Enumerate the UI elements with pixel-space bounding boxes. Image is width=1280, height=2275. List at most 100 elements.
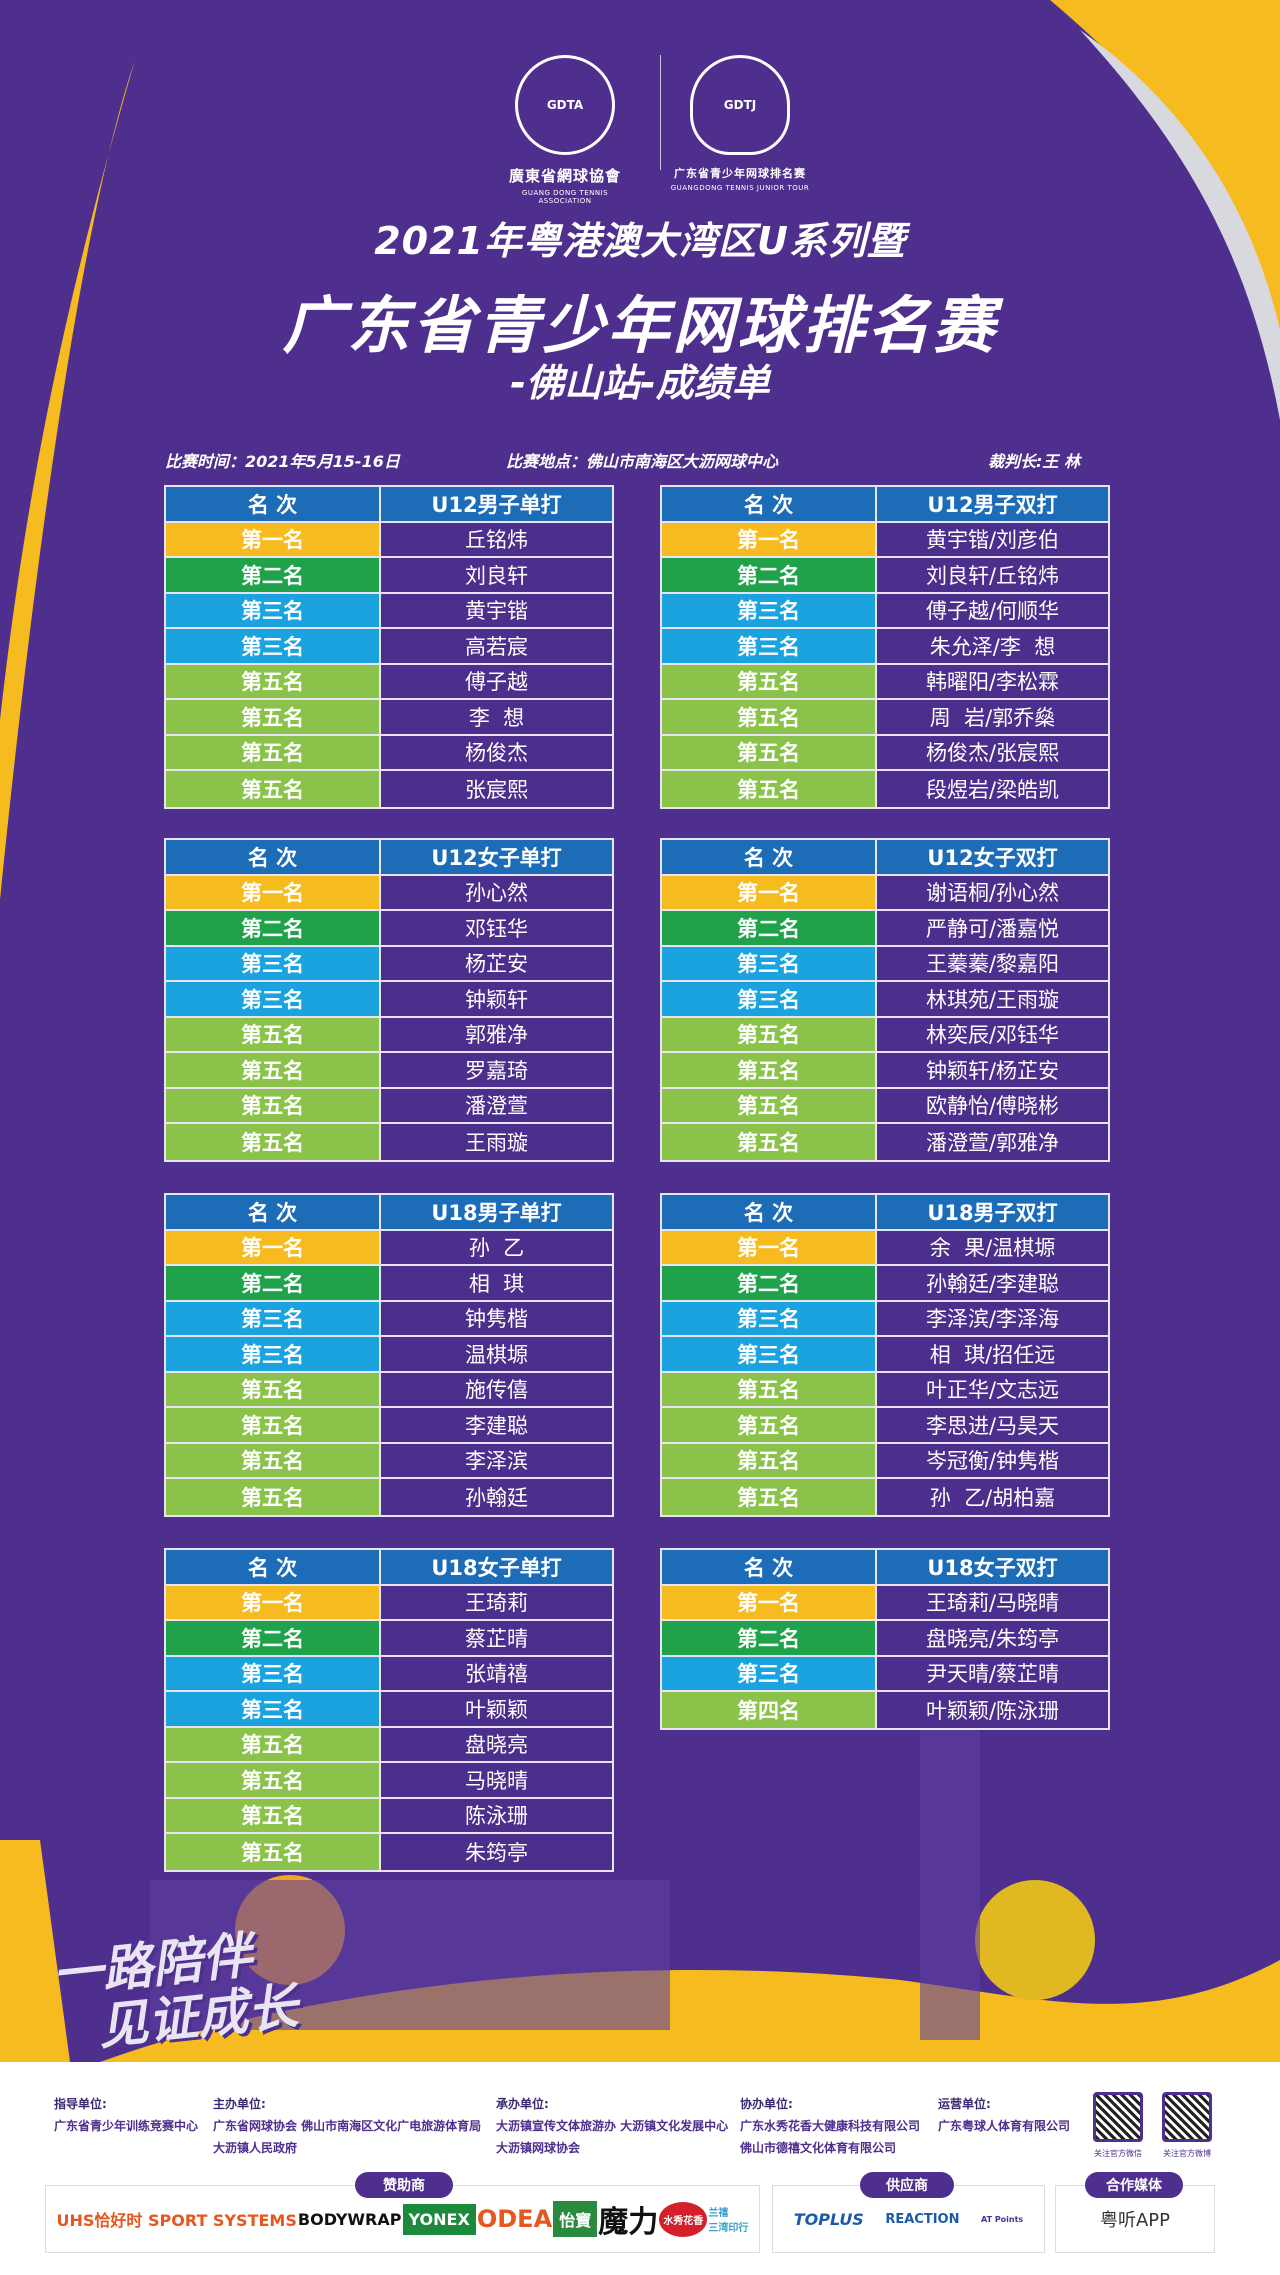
rank-cell: 第三名 — [662, 982, 877, 1016]
table-row: 第三名 杨芷安 — [166, 946, 612, 982]
table-row: 第三名 高若宸 — [166, 629, 612, 665]
match-venue: 比赛地点：佛山市南海区大沥网球中心 — [506, 452, 779, 471]
rank-cell: 第五名 — [166, 1124, 381, 1160]
tennis-ball-icon — [975, 1880, 1095, 2000]
event-header: U18男子双打 — [877, 1195, 1108, 1229]
background-decoration — [0, 0, 1280, 2062]
player-cell: 刘良轩 — [381, 558, 612, 592]
table-row: 第四名 叶颖颖/陈泳珊 — [662, 1692, 1108, 1728]
rank-cell: 第五名 — [166, 700, 381, 734]
rank-cell: 第五名 — [166, 1798, 381, 1832]
player-cell: 潘澄萱 — [381, 1088, 612, 1122]
player-cell: 尹天晴/蔡芷晴 — [877, 1656, 1108, 1690]
rank-cell: 第五名 — [662, 735, 877, 769]
player-cell: 傅子越/何顺华 — [877, 593, 1108, 627]
sponsor-logo: 三湾印行 — [708, 2223, 749, 2234]
table-row: 第五名 潘澄萱 — [166, 1088, 612, 1124]
player-cell: 岑冠衡/钟隽楷 — [877, 1443, 1108, 1477]
rank-cell: 第二名 — [662, 1266, 877, 1300]
player-cell: 李思进/马昊天 — [877, 1408, 1108, 1442]
event-header: U12女子双打 — [877, 840, 1108, 874]
table-row: 第五名 韩曜阳/李松霖 — [662, 664, 1108, 700]
rank-cell: 第三名 — [662, 1656, 877, 1690]
table-row: 第二名 刘良轩/丘铭炜 — [662, 558, 1108, 594]
sponsor-logo: 魔力 — [598, 2205, 659, 2240]
rank-header: 名 次 — [662, 487, 877, 521]
player-cell: 段煜岩/梁皓凯 — [877, 771, 1108, 807]
event-header: U12男子单打 — [381, 487, 612, 521]
sponsors-title: 赞助商 — [355, 2172, 453, 2198]
rank-cell: 第五名 — [166, 1834, 381, 1870]
table-row: 第五名 欧静怡/傅晓彬 — [662, 1088, 1108, 1124]
table-row: 第五名 盘晓亮 — [166, 1727, 612, 1763]
rank-cell: 第五名 — [166, 1763, 381, 1797]
sponsor-logo: 水秀花香 — [659, 2201, 708, 2237]
player-cell: 潘澄萱/郭雅净 — [877, 1124, 1108, 1160]
rank-cell: 第五名 — [166, 1088, 381, 1122]
player-cell: 欧静怡/傅晓彬 — [877, 1088, 1108, 1122]
rank-cell: 第三名 — [662, 629, 877, 663]
rank-cell: 第五名 — [662, 1372, 877, 1406]
rank-cell: 第五名 — [166, 1727, 381, 1761]
media-title: 合作媒体 — [1085, 2172, 1183, 2198]
rank-header: 名 次 — [662, 1195, 877, 1229]
player-cell: 杨俊杰/张宸熙 — [877, 735, 1108, 769]
table-row: 第一名 王琦莉 — [166, 1585, 612, 1621]
table-row: 第五名 朱筠亭 — [166, 1834, 612, 1870]
table-row: 第五名 罗嘉琦 — [166, 1053, 612, 1089]
sponsor-logo: BODYWRAP — [297, 2209, 402, 2229]
table-row: 第三名 温棋塬 — [166, 1337, 612, 1373]
table-row: 第五名 李建聪 — [166, 1408, 612, 1444]
table-row: 第五名李 想 — [166, 700, 612, 736]
player-cell: 叶颖颖 — [381, 1692, 612, 1726]
player-cell: 韩曜阳/李松霖 — [877, 664, 1108, 698]
results-table: 名 次 U12男子双打 第一名 黄宇锴/刘彦伯 第二名 刘良轩/丘铭炜 第三名 傅子越/何顺华… — [660, 485, 1110, 809]
player-cell: 相 琪 — [381, 1266, 612, 1300]
rank-cell: 第三名 — [166, 1656, 381, 1690]
player-cell: 盘晓亮/朱筠亭 — [877, 1621, 1108, 1655]
rank-cell: 第四名 — [662, 1692, 877, 1728]
rank-cell: 第二名 — [166, 558, 381, 592]
table-row: 第一名 孙心然 — [166, 875, 612, 911]
table-row: 第三名 钟隽楷 — [166, 1301, 612, 1337]
table-row: 第五名 杨俊杰/张宸熙 — [662, 735, 1108, 771]
supplier-logo: AT Points — [981, 2214, 1024, 2224]
table-row: 第五名 傅子越 — [166, 664, 612, 700]
player-cell: 马晓晴 — [381, 1763, 612, 1797]
player-cell: 严静可/潘嘉悦 — [877, 911, 1108, 945]
weibo-qr-code[interactable] — [1162, 2092, 1212, 2142]
player-cell: 张宸熙 — [381, 771, 612, 807]
table-row: 第二名相 琪 — [166, 1266, 612, 1302]
rank-cell: 第二名 — [662, 558, 877, 592]
table-row: 第三名 尹天晴/蔡芷晴 — [662, 1656, 1108, 1692]
event-header: U18男子单打 — [381, 1195, 612, 1229]
player-cell: 施传僖 — [381, 1372, 612, 1406]
player-cell: 杨俊杰 — [381, 735, 612, 769]
rank-cell: 第三名 — [662, 1337, 877, 1371]
table-row: 第五名 郭雅净 — [166, 1017, 612, 1053]
guiding-unit: 指导单位: 广东省青少年训练竞赛中心 — [54, 2097, 199, 2133]
player-cell: 刘良轩/丘铭炜 — [877, 558, 1108, 592]
rank-cell: 第一名 — [166, 522, 381, 556]
table-row: 第五名周 岩/郭乔燊 — [662, 700, 1108, 736]
supplier-logo: TOPLUS — [793, 2209, 864, 2229]
rank-cell: 第三名 — [166, 629, 381, 663]
event-header: U12女子单打 — [381, 840, 612, 874]
table-row: 第二名 刘良轩 — [166, 558, 612, 594]
results-table: 名 次 U18男子单打 第一名孙 乙第二名相 琪第三名 钟隽楷 第三名 温棋塬 第五名 施传僖… — [164, 1193, 614, 1517]
table-row: 第五名 王雨璇 — [166, 1124, 612, 1160]
results-table: 名 次 U12女子单打 第一名 孙心然 第二名 邓钰华 第三名 杨芷安 第三名 钟颖轩 第五名 郭雅净… — [164, 838, 614, 1162]
player-cell: 李 想 — [381, 700, 612, 734]
table-row: 第五名 钟颖轩/杨芷安 — [662, 1053, 1108, 1089]
rank-cell: 第五名 — [662, 664, 877, 698]
media-logo: 粤听APP — [1099, 2210, 1171, 2231]
wechat-qr-code[interactable] — [1093, 2092, 1143, 2142]
rank-cell: 第一名 — [166, 1230, 381, 1264]
sponsor-logo: 怡寶 — [553, 2201, 598, 2237]
rank-cell: 第五名 — [662, 1124, 877, 1160]
results-table: 名 次 U18女子单打 第一名 王琦莉 第二名 蔡芷晴 第三名 张靖禧 第三名 叶颖颖 第五名 盘晓亮… — [164, 1548, 614, 1872]
rank-cell: 第五名 — [166, 771, 381, 807]
player-cell: 黄宇锴/刘彦伯 — [877, 522, 1108, 556]
rank-header: 名 次 — [662, 840, 877, 874]
player-cell: 李泽滨/李泽海 — [877, 1301, 1108, 1335]
